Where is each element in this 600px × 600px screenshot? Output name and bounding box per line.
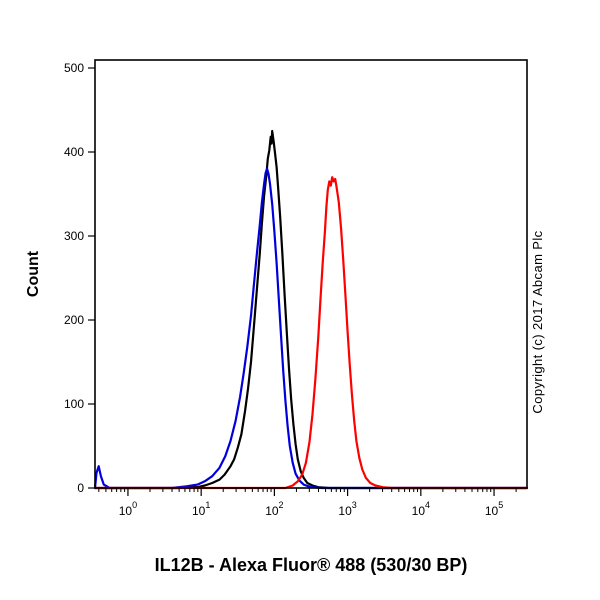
y-tick-label: 200 [64,313,84,327]
curve-blue [93,167,529,490]
y-axis-ticks: 0 100 200 300 400 500 [64,61,95,495]
x-tick-label: 103 [338,500,356,518]
x-tick-label: 100 [119,500,137,518]
x-axis-label: IL12B - Alexa Fluor® 488 (530/30 BP) [155,555,468,575]
plot-root: 0 100 200 300 400 500 100 101 102 103 104 105 [64,59,529,518]
y-tick-label: 400 [64,145,84,159]
y-tick-label: 100 [64,397,84,411]
y-tick-label: 300 [64,229,84,243]
x-axis-ticks: 100 101 102 103 104 105 [98,488,517,518]
y-tick-label: 0 [77,481,84,495]
x-tick-label: 104 [412,500,430,518]
curves [93,129,529,490]
x-tick-label: 102 [265,500,283,518]
plot-frame [94,59,528,489]
curve-black [93,129,529,490]
y-axis-label: Count [25,250,42,297]
y-tick-label: 500 [64,61,84,75]
x-tick-label: 105 [485,500,503,518]
curve-red [93,176,529,490]
copyright-text: Copyright (c) 2017 Abcam Plc [530,230,545,413]
x-tick-label: 101 [192,500,210,518]
